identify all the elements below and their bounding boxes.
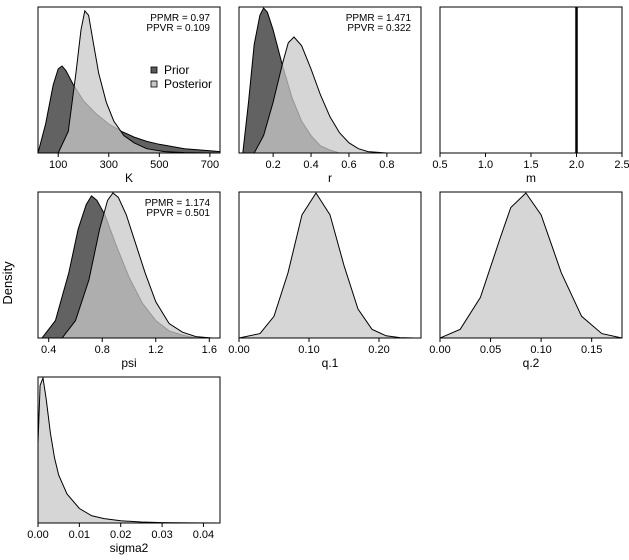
x-tick-label: 0.4 — [303, 159, 318, 171]
x-tick-label: 0.01 — [69, 529, 90, 541]
x-axis-label-K: K — [125, 171, 133, 185]
plot-area — [38, 9, 220, 153]
x-tick-label: 0.4 — [41, 344, 56, 356]
plot-area — [38, 377, 220, 523]
annotation-ppmr: PPMR = 0.97 — [150, 13, 210, 24]
x-tick-label: 2.5 — [614, 159, 629, 171]
x-tick-label: 0.02 — [110, 529, 131, 541]
density-posterior-q.2 — [440, 192, 622, 338]
panel-frame — [37, 191, 221, 339]
legend-swatch-posterior — [150, 80, 158, 88]
x-tick-label: 1.6 — [202, 344, 217, 356]
x-axis-label-q.2: q.2 — [523, 356, 540, 370]
x-tick-label: 0.04 — [193, 529, 214, 541]
panel-frame — [439, 6, 623, 154]
x-tick-label: 0.20 — [368, 344, 389, 356]
panel-frame — [439, 191, 623, 339]
x-tick-label: 1.5 — [523, 159, 538, 171]
x-tick-label: 0.00 — [27, 529, 48, 541]
plot-area — [242, 7, 387, 153]
plot-area — [239, 192, 415, 338]
annotation-ppmr: PPMR = 1.471 — [346, 13, 412, 24]
x-axis-label-r: r — [328, 171, 332, 185]
panel-q.1: 0.00 0.10 0.20 q.1 — [228, 191, 422, 370]
plot-area — [440, 192, 622, 338]
density-axis-label: Density — [0, 261, 15, 305]
x-tick-label: 0.03 — [151, 529, 172, 541]
x-tick-label: 0.00 — [228, 344, 249, 356]
x-tick-label: 2.0 — [569, 159, 584, 171]
x-tick-label: 0.6 — [341, 159, 356, 171]
panel-frame — [238, 6, 422, 154]
density-posterior-sigma2 — [38, 377, 220, 523]
density-posterior-q.1 — [239, 192, 415, 338]
density-posterior-psi — [61, 192, 213, 338]
panel-frame — [37, 376, 221, 524]
plot-area — [41, 192, 213, 338]
x-tick-label: 700 — [201, 159, 219, 171]
x-tick-label: 0.00 — [429, 344, 450, 356]
x-tick-label: 300 — [100, 159, 118, 171]
x-tick-label: 0.8 — [95, 344, 110, 356]
legend-label-prior: Prior — [164, 63, 189, 77]
x-axis-label-sigma2: sigma2 — [110, 541, 149, 555]
annotation-ppvr: PPVR = 0.501 — [146, 208, 210, 219]
annotation-ppvr: PPVR = 0.109 — [146, 23, 210, 34]
density-posterior-K — [57, 9, 210, 153]
annotation-ppmr: PPMR = 1.174 — [145, 198, 211, 209]
x-tick-label: 0.05 — [480, 344, 501, 356]
panel-frame — [37, 6, 221, 154]
x-tick-label: 0.10 — [530, 344, 551, 356]
panel-frame — [238, 191, 422, 339]
x-tick-label: 0.10 — [298, 344, 319, 356]
legend-swatch-prior — [150, 66, 158, 74]
x-tick-label: 100 — [49, 159, 67, 171]
panel-q.2: 0.00 0.05 0.10 0.15 q.2 — [429, 191, 623, 370]
x-tick-label: 0.5 — [432, 159, 447, 171]
x-tick-label: 0.8 — [379, 159, 394, 171]
panel-m: 0.5 1.0 1.5 2.0 2.5 m — [432, 6, 629, 185]
x-axis-label-m: m — [526, 171, 536, 185]
x-tick-label: 1.0 — [478, 159, 493, 171]
density-posterior-r — [253, 36, 387, 153]
legend-label-posterior: Posterior — [164, 77, 212, 91]
panel-sigma2: 0.00 0.01 0.02 0.03 0.04 sigma2 — [27, 376, 221, 555]
x-tick-label: 500 — [150, 159, 168, 171]
annotation-ppvr: PPVR = 0.322 — [347, 23, 411, 34]
x-tick-label: 0.2 — [265, 159, 280, 171]
x-axis-label-q.1: q.1 — [322, 356, 339, 370]
x-tick-label: 0.15 — [581, 344, 602, 356]
x-axis-label-psi: psi — [121, 356, 136, 370]
x-tick-label: 1.2 — [148, 344, 163, 356]
